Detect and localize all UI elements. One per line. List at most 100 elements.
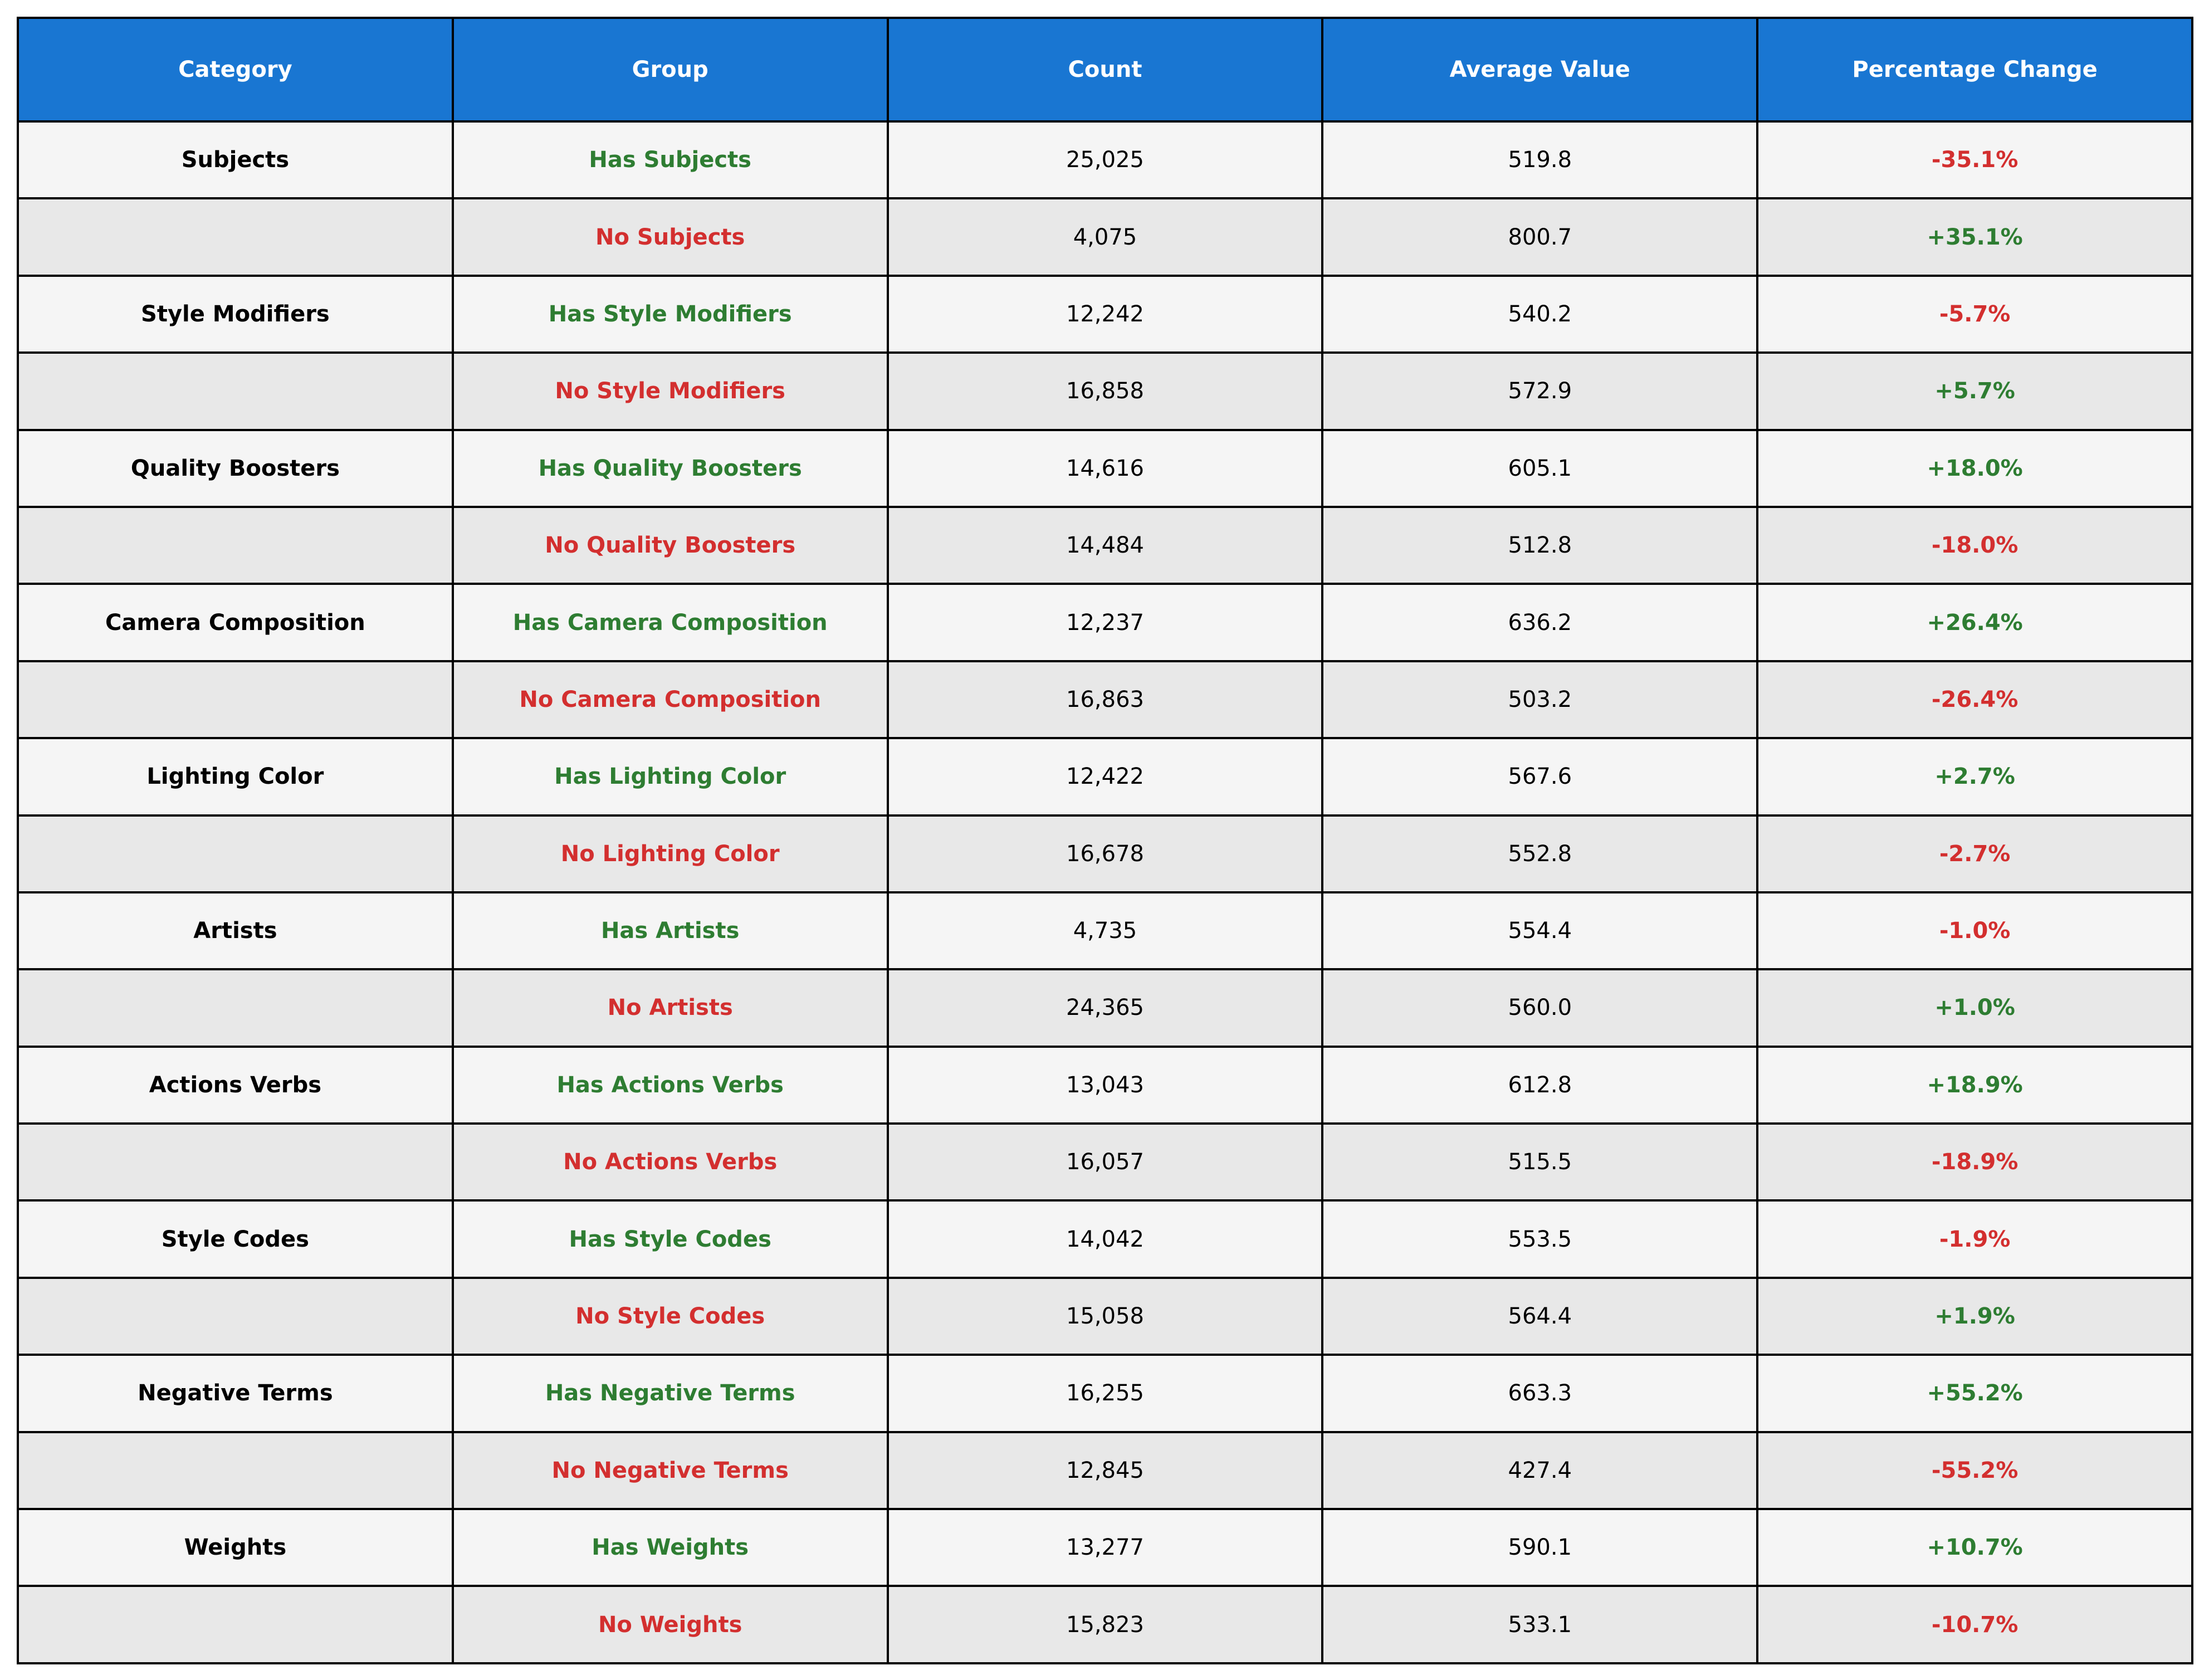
cell-group: Has Subjects — [451, 120, 889, 200]
cell-average-value: 612.8 — [1321, 1045, 1759, 1125]
cell-category: Style Codes — [17, 1199, 454, 1279]
cell-group: No Camera Composition — [451, 660, 889, 740]
cell-average-value: 533.1 — [1321, 1585, 1759, 1664]
cell-category — [17, 1430, 454, 1511]
cell-average-value: 519.8 — [1321, 120, 1759, 200]
table-row: No Style Codes 15,058 564.4 +1.9% — [17, 1276, 2193, 1356]
cell-average-value: 512.8 — [1321, 505, 1759, 585]
cell-group: No Lighting Color — [451, 814, 889, 893]
cell-count: 12,845 — [886, 1430, 1324, 1511]
cell-count: 16,255 — [886, 1354, 1324, 1433]
cell-group: Has Style Codes — [451, 1199, 889, 1279]
cell-count: 15,823 — [886, 1585, 1324, 1664]
table-header-row: Category Group Count Average Value Perce… — [17, 17, 2193, 123]
cell-group: Has Artists — [451, 891, 889, 971]
cell-group: No Negative Terms — [451, 1430, 889, 1511]
table-row: No Subjects 4,075 800.7 +35.1% — [17, 197, 2193, 277]
cell-percentage-change: -26.4% — [1756, 660, 2193, 740]
cell-average-value: 663.3 — [1321, 1354, 1759, 1433]
cell-category: Style Modifiers — [17, 274, 454, 354]
cell-category: Artists — [17, 891, 454, 971]
header-category: Category — [17, 17, 454, 123]
cell-percentage-change: +18.0% — [1756, 428, 2193, 508]
cell-group: Has Lighting Color — [451, 737, 889, 817]
table-row: Negative Terms Has Negative Terms 16,255 66… — [17, 1354, 2193, 1433]
cell-percentage-change: -10.7% — [1756, 1585, 2193, 1664]
table-row: No Weights 15,823 533.1 -10.7% — [17, 1585, 2193, 1664]
cell-percentage-change: +1.0% — [1756, 968, 2193, 1048]
table-row: Camera Composition Has Camera Composition… — [17, 583, 2193, 662]
cell-percentage-change: +55.2% — [1756, 1354, 2193, 1433]
cell-category: Negative Terms — [17, 1354, 454, 1433]
cell-group: No Weights — [451, 1585, 889, 1664]
cell-percentage-change: +5.7% — [1756, 351, 2193, 431]
cell-category: Camera Composition — [17, 583, 454, 662]
cell-count: 16,057 — [886, 1122, 1324, 1202]
cell-category — [17, 1122, 454, 1202]
cell-group: No Quality Boosters — [451, 505, 889, 585]
cell-category: Subjects — [17, 120, 454, 200]
table-body: Subjects Has Subjects 25,025 519.8 -35.1% No … — [17, 120, 2193, 1664]
cell-average-value: 572.9 — [1321, 351, 1759, 431]
cell-average-value: 567.6 — [1321, 737, 1759, 817]
cell-average-value: 503.2 — [1321, 660, 1759, 740]
cell-average-value: 560.0 — [1321, 968, 1759, 1048]
cell-average-value: 554.4 — [1321, 891, 1759, 971]
table-row: Weights Has Weights 13,277 590.1 +10.7% — [17, 1508, 2193, 1588]
table-row: Actions Verbs Has Actions Verbs 13,043 612.… — [17, 1045, 2193, 1125]
cell-average-value: 552.8 — [1321, 814, 1759, 893]
cell-category: Weights — [17, 1508, 454, 1588]
header-percentage-change: Percentage Change — [1756, 17, 2193, 123]
cell-percentage-change: -18.9% — [1756, 1122, 2193, 1202]
table-row: No Artists 24,365 560.0 +1.0% — [17, 968, 2193, 1048]
cell-count: 16,858 — [886, 351, 1324, 431]
cell-count: 4,735 — [886, 891, 1324, 971]
table-row: Subjects Has Subjects 25,025 519.8 -35.1% — [17, 120, 2193, 200]
table-row: No Camera Composition 16,863 503.2 -26.4% — [17, 660, 2193, 740]
cell-count: 16,863 — [886, 660, 1324, 740]
cell-average-value: 427.4 — [1321, 1430, 1759, 1511]
cell-group: No Artists — [451, 968, 889, 1048]
cell-count: 12,237 — [886, 583, 1324, 662]
cell-category — [17, 1585, 454, 1664]
table-row: No Quality Boosters 14,484 512.8 -18.0% — [17, 505, 2193, 585]
cell-category — [17, 197, 454, 277]
data-table: Category Group Count Average Value Perce… — [17, 17, 2193, 1664]
cell-count: 12,242 — [886, 274, 1324, 354]
cell-count: 14,484 — [886, 505, 1324, 585]
cell-category: Quality Boosters — [17, 428, 454, 508]
cell-group: No Actions Verbs — [451, 1122, 889, 1202]
cell-category: Actions Verbs — [17, 1045, 454, 1125]
cell-group: Has Quality Boosters — [451, 428, 889, 508]
cell-percentage-change: +10.7% — [1756, 1508, 2193, 1588]
cell-average-value: 636.2 — [1321, 583, 1759, 662]
cell-percentage-change: +1.9% — [1756, 1276, 2193, 1356]
cell-group: Has Weights — [451, 1508, 889, 1588]
cell-category — [17, 1276, 454, 1356]
data-table-container: Category Group Count Average Value Perce… — [17, 17, 2193, 1664]
cell-percentage-change: -18.0% — [1756, 505, 2193, 585]
table-row: No Style Modifiers 16,858 572.9 +5.7% — [17, 351, 2193, 431]
cell-average-value: 540.2 — [1321, 274, 1759, 354]
cell-percentage-change: +18.9% — [1756, 1045, 2193, 1125]
cell-percentage-change: -1.0% — [1756, 891, 2193, 971]
cell-count: 4,075 — [886, 197, 1324, 277]
cell-group: Has Camera Composition — [451, 583, 889, 662]
cell-group: No Style Codes — [451, 1276, 889, 1356]
cell-average-value: 553.5 — [1321, 1199, 1759, 1279]
cell-average-value: 515.5 — [1321, 1122, 1759, 1202]
table-row: No Actions Verbs 16,057 515.5 -18.9% — [17, 1122, 2193, 1202]
cell-percentage-change: -1.9% — [1756, 1199, 2193, 1279]
header-group: Group — [451, 17, 889, 123]
cell-count: 16,678 — [886, 814, 1324, 893]
cell-percentage-change: -35.1% — [1756, 120, 2193, 200]
cell-count: 14,042 — [886, 1199, 1324, 1279]
table-row: Style Codes Has Style Codes 14,042 553.5 -1.… — [17, 1199, 2193, 1279]
cell-category — [17, 505, 454, 585]
cell-category: Lighting Color — [17, 737, 454, 817]
cell-count: 13,277 — [886, 1508, 1324, 1588]
table-row: No Negative Terms 12,845 427.4 -55.2% — [17, 1430, 2193, 1511]
cell-percentage-change: +2.7% — [1756, 737, 2193, 817]
cell-group: No Style Modifiers — [451, 351, 889, 431]
cell-count: 13,043 — [886, 1045, 1324, 1125]
